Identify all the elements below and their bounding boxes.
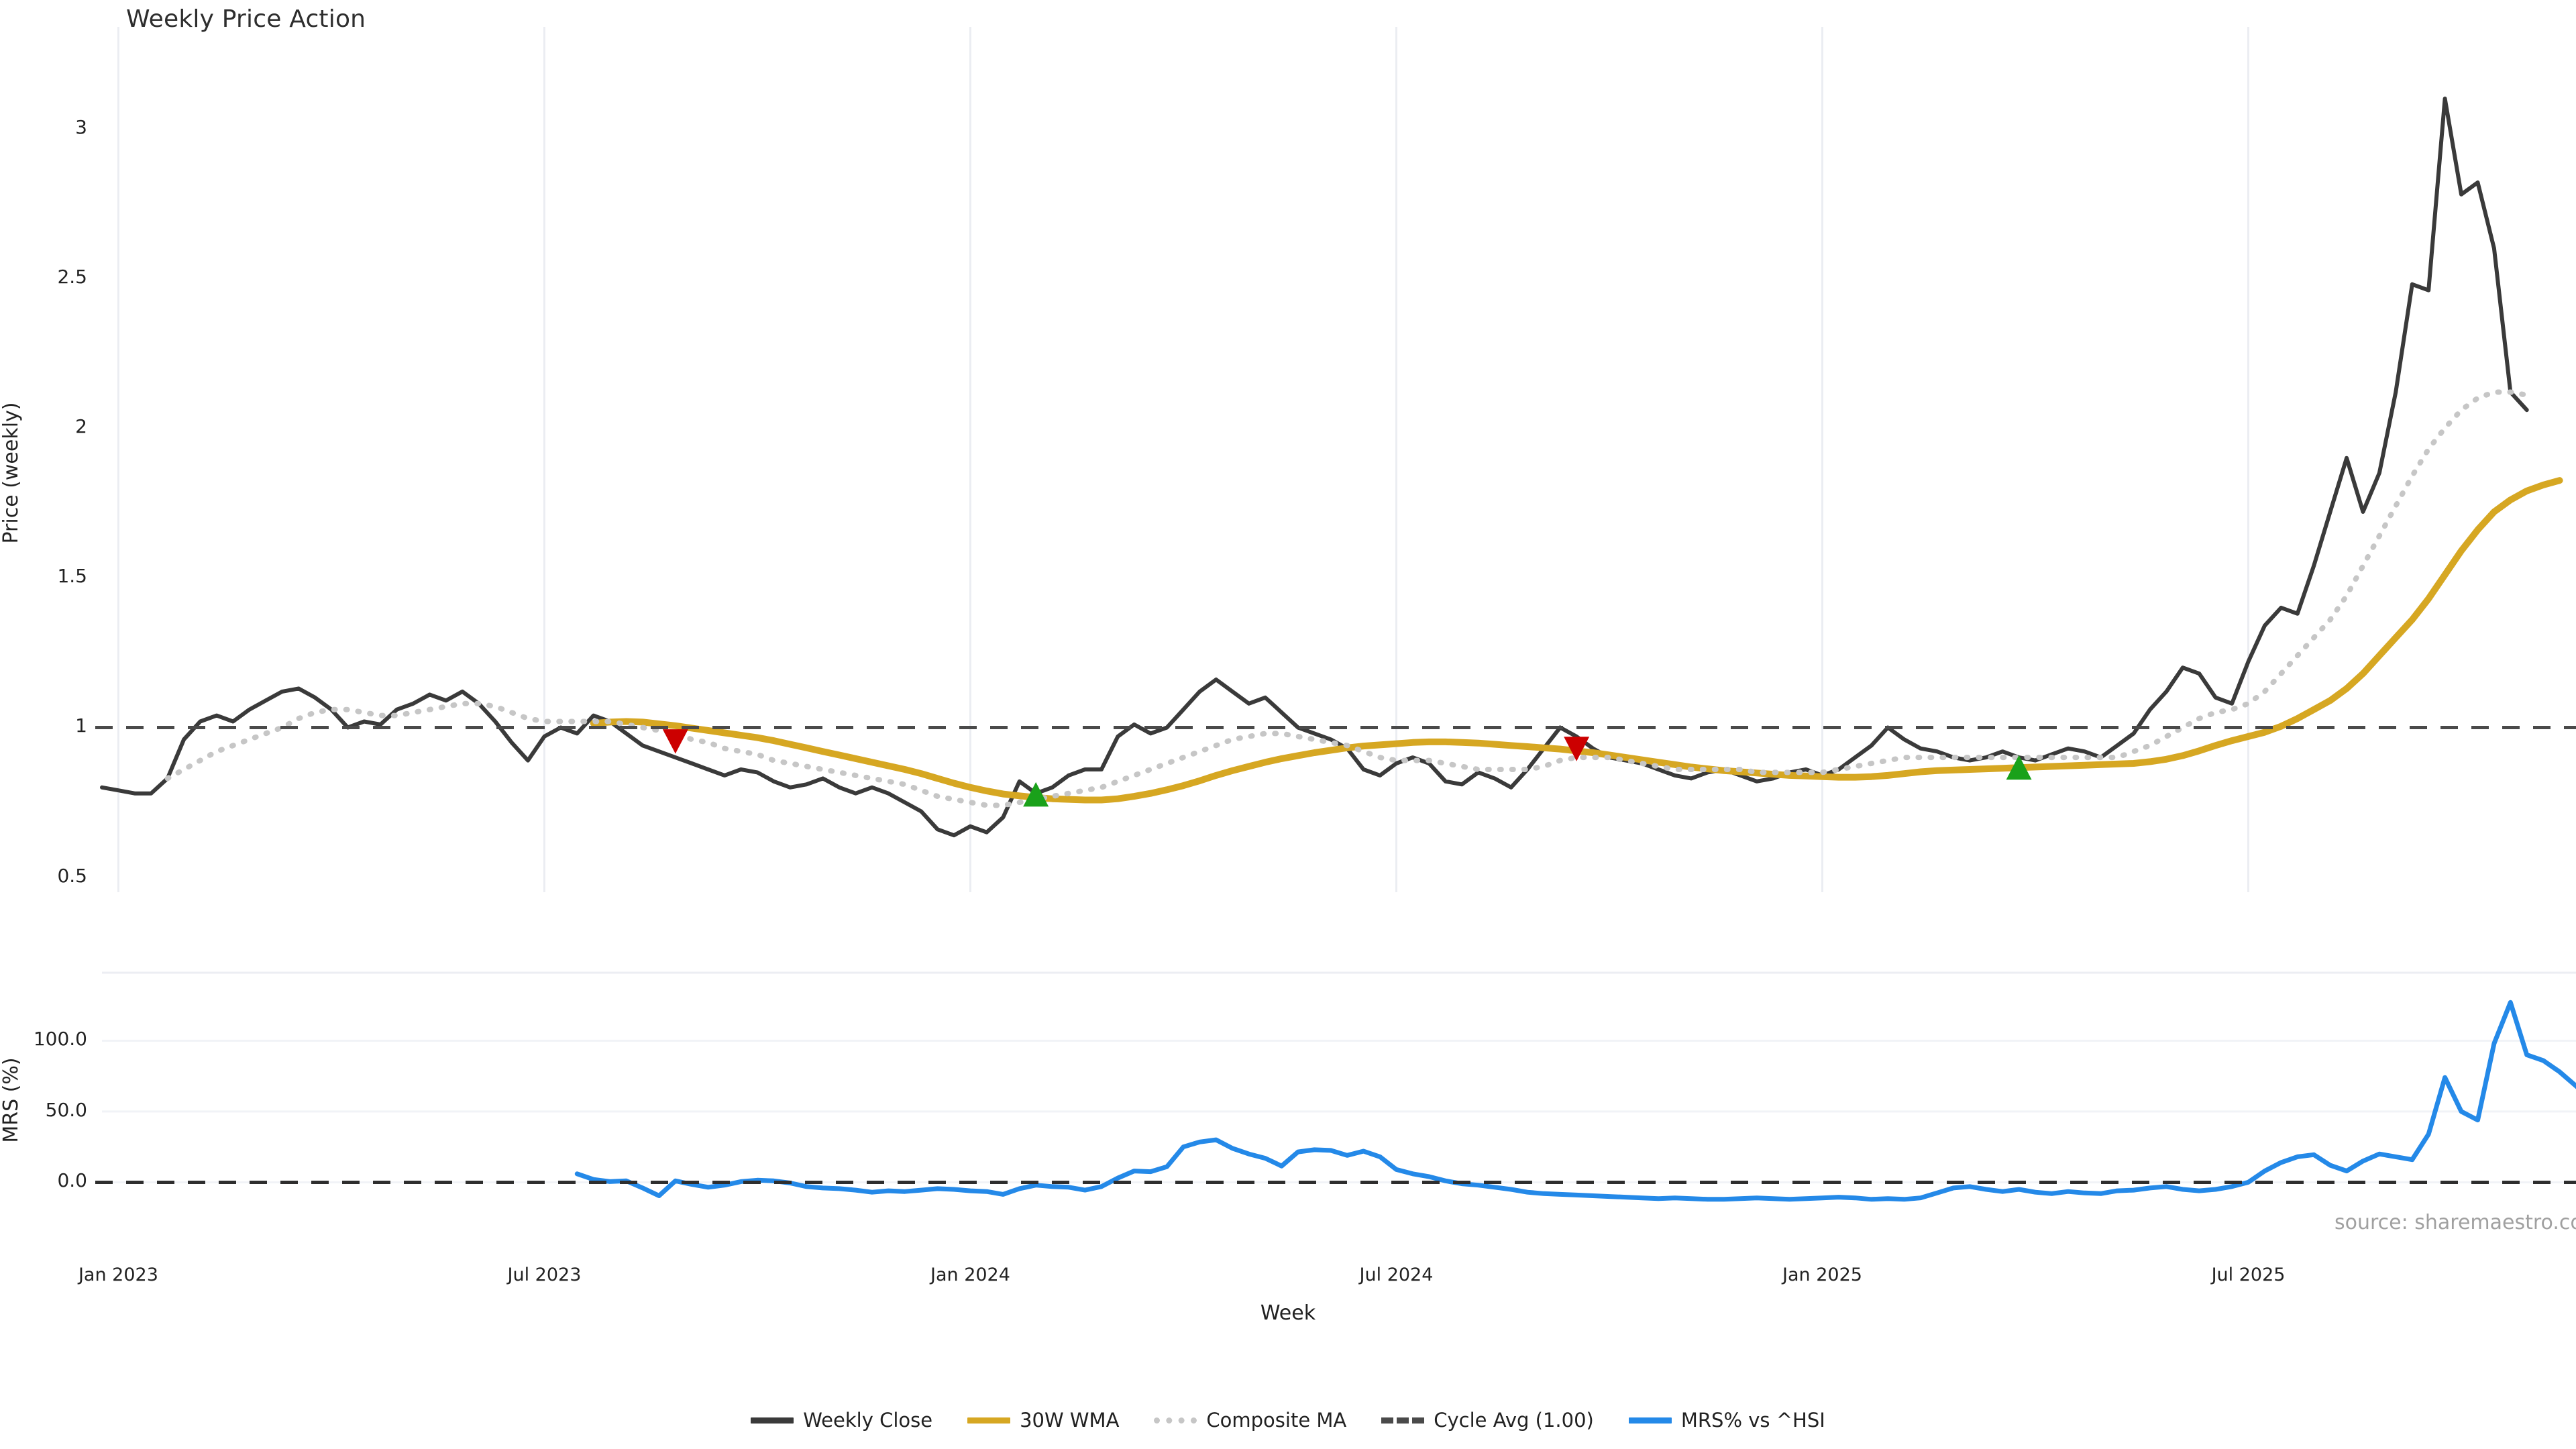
legend-label: Composite MA <box>1206 1409 1347 1432</box>
y-axis-title-mrs: MRS (%) <box>0 1057 23 1143</box>
source-watermark: source: sharemaestro.com <box>2334 1211 2576 1234</box>
legend-swatch-composite-ma <box>1154 1414 1197 1426</box>
buy-signal-marker <box>1023 782 1049 807</box>
x-tick-label: Jul 2025 <box>2211 1265 2286 1285</box>
legend-label: 30W WMA <box>1020 1409 1120 1432</box>
legend-label: Cycle Avg (1.00) <box>1434 1409 1594 1432</box>
series-line-weekly-close <box>100 97 2529 838</box>
y-tick-label-mrs: 0.0 <box>57 1169 87 1192</box>
y-tick-label-price: 1.5 <box>57 565 87 588</box>
legend-item[interactable]: Weekly Close <box>751 1409 932 1432</box>
legend-item[interactable]: Cycle Avg (1.00) <box>1381 1409 1594 1432</box>
y-tick-label-mrs: 50.0 <box>45 1098 87 1121</box>
legend-label: MRS% vs ^HSI <box>1680 1409 1825 1432</box>
sell-signal-marker <box>662 729 688 754</box>
page-title: Weekly Price Action <box>126 5 366 33</box>
x-axis-title: Week <box>1260 1301 1316 1325</box>
x-tick-label: Jul 2024 <box>1359 1265 1434 1285</box>
sell-signal-marker <box>1564 737 1590 761</box>
y-axis-title-price: Price (weekly) <box>0 402 23 544</box>
legend-item[interactable]: MRS% vs ^HSI <box>1628 1409 1825 1432</box>
legend-item[interactable]: Composite MA <box>1154 1409 1346 1432</box>
legend-swatch-cycle-avg-1-00 <box>1381 1414 1425 1426</box>
legend-item[interactable]: 30W WMA <box>967 1409 1119 1432</box>
chart-legend: Weekly Close 30W WMA Composite MA Cycle Avg… <box>0 1409 2576 1432</box>
legend-swatch-mrs-vs-hsi <box>1628 1414 1672 1426</box>
y-tick-label-price: 2 <box>75 415 87 438</box>
x-tick-label: Jul 2023 <box>507 1265 582 1285</box>
buy-signal-marker <box>2006 755 2032 780</box>
series-line-composite-ma <box>164 389 2530 808</box>
x-tick-label: Jan 2024 <box>930 1265 1010 1285</box>
legend-swatch-30w-wma <box>967 1414 1011 1426</box>
y-tick-label-price: 0.5 <box>57 864 87 887</box>
x-tick-label: Jan 2025 <box>1782 1265 1862 1285</box>
legend-swatch-weekly-close <box>751 1414 794 1426</box>
legend-label: Weekly Close <box>803 1409 933 1432</box>
y-tick-label-price: 2.5 <box>57 265 87 288</box>
x-tick-label: Jan 2023 <box>78 1265 158 1285</box>
y-tick-label-mrs: 100.0 <box>33 1028 87 1051</box>
y-tick-label-price: 1 <box>75 714 87 737</box>
series-line-mrs <box>574 1000 2576 1202</box>
y-tick-label-price: 3 <box>75 115 87 138</box>
